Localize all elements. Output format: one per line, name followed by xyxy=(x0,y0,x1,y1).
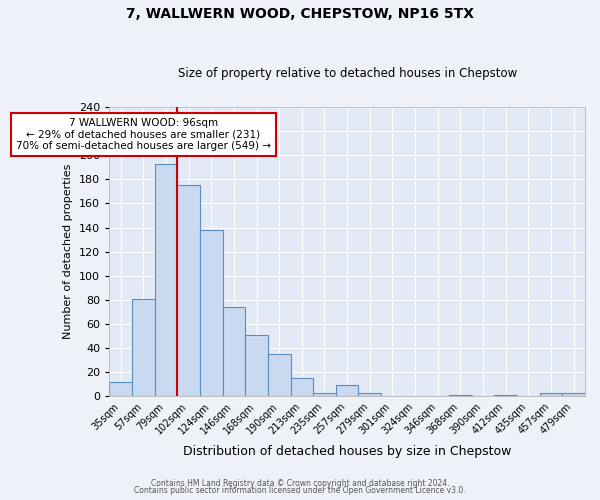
Text: Contains public sector information licensed under the Open Government Licence v3: Contains public sector information licen… xyxy=(134,486,466,495)
Bar xyxy=(494,395,517,396)
Bar xyxy=(223,307,245,396)
Title: Size of property relative to detached houses in Chepstow: Size of property relative to detached ho… xyxy=(178,66,517,80)
X-axis label: Distribution of detached houses by size in Chepstow: Distribution of detached houses by size … xyxy=(183,444,511,458)
Bar xyxy=(109,382,132,396)
Y-axis label: Number of detached properties: Number of detached properties xyxy=(64,164,73,340)
Bar xyxy=(358,392,381,396)
Text: 7 WALLWERN WOOD: 96sqm
← 29% of detached houses are smaller (231)
70% of semi-de: 7 WALLWERN WOOD: 96sqm ← 29% of detached… xyxy=(16,118,271,151)
Bar xyxy=(200,230,223,396)
Bar xyxy=(539,392,562,396)
Bar xyxy=(132,298,155,396)
Bar xyxy=(245,335,268,396)
Bar xyxy=(177,186,200,396)
Text: Contains HM Land Registry data © Crown copyright and database right 2024.: Contains HM Land Registry data © Crown c… xyxy=(151,478,449,488)
Bar xyxy=(155,164,177,396)
Text: 7, WALLWERN WOOD, CHEPSTOW, NP16 5TX: 7, WALLWERN WOOD, CHEPSTOW, NP16 5TX xyxy=(126,8,474,22)
Bar xyxy=(562,392,585,396)
Bar xyxy=(290,378,313,396)
Bar xyxy=(336,386,358,396)
Bar xyxy=(449,395,472,396)
Bar xyxy=(313,392,336,396)
Bar xyxy=(268,354,290,397)
